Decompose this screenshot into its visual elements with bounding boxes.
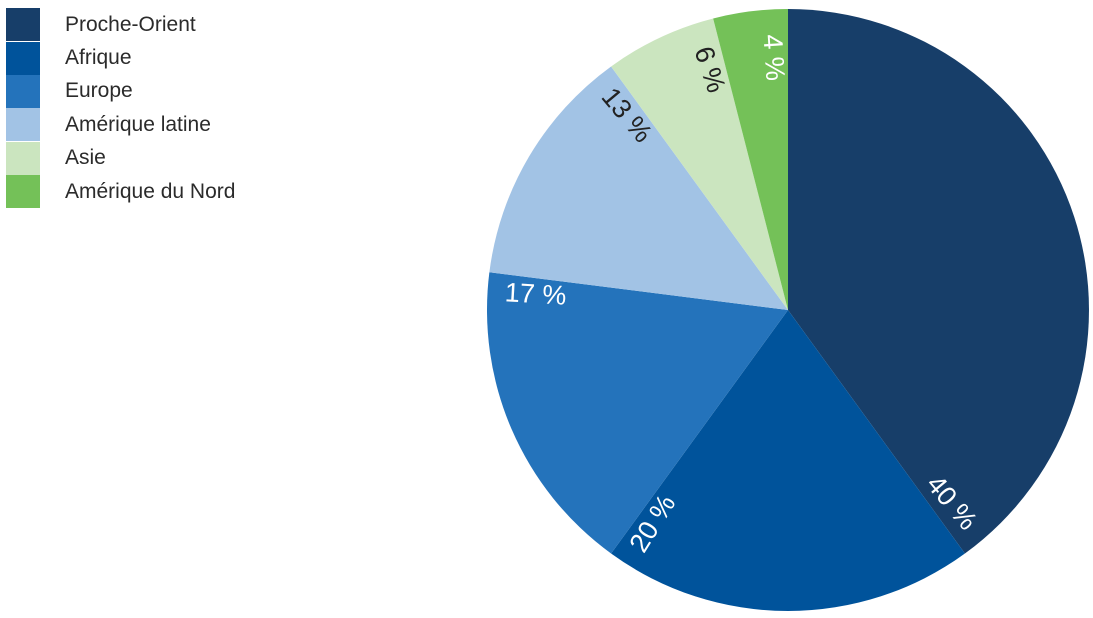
legend-label: Asie [65, 146, 106, 170]
legend-label: Amérique latine [65, 112, 211, 136]
legend-label: Amérique du Nord [65, 179, 236, 203]
pie-slice [489, 66, 788, 311]
legend-swatch [6, 8, 40, 42]
slice-value-label: 17 % [504, 277, 567, 310]
legend-swatch [6, 108, 40, 142]
legend-item: Proche-Orient [6, 8, 235, 42]
legend-swatch [6, 74, 40, 108]
pie-slice [486, 272, 788, 554]
legend-item: Asie [6, 141, 235, 175]
legend-swatch [6, 41, 40, 75]
legend-label: Proche-Orient [65, 12, 196, 36]
slice-value-label: 4 % [758, 33, 791, 81]
chart-legend: Proche-Orient Afrique Europe Amérique latin… [6, 8, 236, 209]
pie-slice [788, 9, 1089, 554]
legend-item: Amérique latine [6, 108, 235, 142]
legend-label: Afrique [65, 46, 132, 70]
legend-label: Europe [65, 79, 133, 103]
legend-swatch [6, 175, 40, 209]
legend-item: Amérique du Nord [6, 175, 236, 209]
legend-swatch [6, 141, 40, 175]
pie-slice [713, 9, 788, 310]
pie-slice [611, 18, 788, 311]
pie-slice [611, 310, 965, 611]
legend-item: Afrique [6, 41, 235, 75]
legend-item: Europe [6, 74, 235, 108]
